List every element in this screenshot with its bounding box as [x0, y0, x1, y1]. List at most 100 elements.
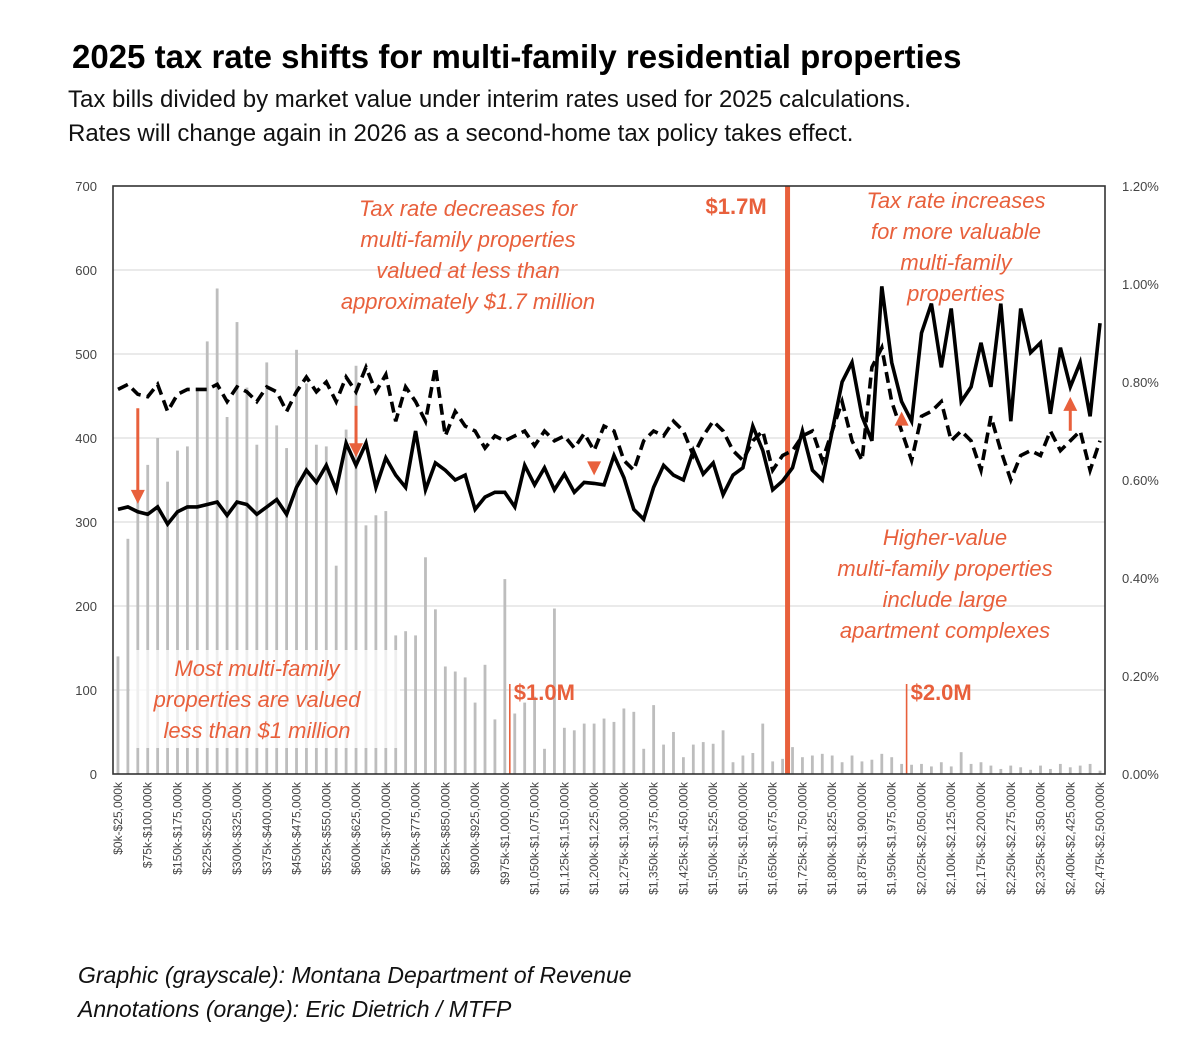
increase-note-line: properties: [906, 281, 1005, 306]
bar: [801, 757, 804, 774]
bar: [662, 744, 665, 774]
annotation-arrows: [130, 396, 1078, 504]
arrow-up-icon: [1063, 396, 1078, 431]
x-tick-label: $900k-$925,000k: [468, 781, 482, 875]
y-right-tick-label: 0.80%: [1122, 375, 1159, 390]
bar: [235, 322, 239, 774]
interim-rate-line: [117, 286, 1102, 528]
bar: [682, 757, 685, 774]
bar: [364, 525, 368, 774]
arrow-head: [894, 411, 909, 426]
bar: [592, 723, 596, 774]
bar: [910, 764, 913, 774]
x-tick-label: $1,800k-$1,825,000k: [825, 781, 839, 895]
bar: [156, 438, 160, 774]
y-right-tick-label: 1.20%: [1122, 179, 1159, 194]
higher-value-note-line: Higher-value: [883, 525, 1007, 550]
plot-frame: [112, 185, 1106, 775]
bar: [453, 671, 457, 774]
bar: [731, 762, 735, 774]
y-right-tick-label: 0.20%: [1122, 669, 1159, 684]
arrow-down-icon: [587, 461, 602, 476]
bar: [781, 758, 784, 774]
reference-label: $2.0M: [911, 680, 972, 705]
bar: [989, 765, 993, 774]
bar: [295, 349, 298, 774]
bar: [275, 425, 279, 774]
decrease-note-line: valued at less than: [376, 258, 559, 283]
x-tick-label: $150k-$175,000k: [170, 781, 184, 875]
bar: [1098, 770, 1102, 774]
arrow-down-icon: [349, 405, 364, 458]
bar: [443, 666, 447, 774]
bar: [285, 448, 288, 774]
x-tick-label: $1,275k-$1,300,000k: [617, 781, 631, 895]
reference-label: $1.7M: [706, 194, 767, 219]
bar: [602, 718, 606, 774]
increase-note-line: Tax rate increases: [867, 188, 1046, 213]
bar: [1009, 765, 1013, 774]
higher-value-note-line: multi-family properties: [837, 556, 1052, 581]
bar: [691, 744, 695, 774]
bar: [225, 417, 229, 774]
bar: [840, 762, 844, 774]
bar: [344, 429, 348, 774]
bar: [255, 444, 259, 774]
bar: [959, 752, 963, 774]
x-tick-label: $75k-$100,000k: [141, 781, 155, 868]
x-tick-label: $300k-$325,000k: [230, 781, 244, 875]
bar: [850, 755, 854, 774]
y-left-tick-label: 600: [75, 263, 97, 278]
x-tick-label: $825k-$850,000k: [438, 781, 452, 875]
arrow-head: [130, 489, 145, 504]
bar: [424, 557, 427, 774]
bar: [434, 609, 437, 774]
bar: [701, 742, 705, 774]
bar: [652, 705, 656, 774]
bar: [513, 713, 517, 774]
x-tick-label: $1,200k-$1,225,000k: [587, 781, 601, 895]
x-tick-label: $600k-$625,000k: [349, 781, 363, 875]
bar: [930, 766, 933, 774]
bar: [533, 696, 536, 774]
bar: [999, 768, 1003, 774]
bar: [751, 753, 755, 774]
bar: [146, 464, 150, 774]
y-right-tick-label: 1.00%: [1122, 277, 1159, 292]
arrow-down-icon: [130, 408, 145, 504]
x-tick-label: $2,475k-$2,500,000k: [1093, 781, 1107, 895]
bar: [810, 755, 814, 774]
x-tick-label: $2,250k-$2,275,000k: [1004, 781, 1018, 895]
arrow-head: [587, 461, 602, 476]
x-tick-label: $2,325k-$2,350,000k: [1034, 781, 1048, 895]
bar: [483, 664, 487, 774]
bar: [791, 747, 794, 774]
bar: [721, 730, 725, 774]
bar: [642, 748, 646, 774]
y-right-tick-label: 0.60%: [1122, 473, 1159, 488]
bar: [186, 446, 189, 774]
x-tick-label: $225k-$250,000k: [200, 781, 214, 875]
arrow-head: [1063, 396, 1078, 411]
y-right-tick-label: 0.00%: [1122, 767, 1159, 782]
x-tick-label: $1,350k-$1,375,000k: [647, 781, 661, 895]
bar: [949, 766, 953, 774]
bar: [195, 387, 199, 774]
bar: [900, 763, 904, 774]
bar: [860, 761, 864, 774]
x-tick-label: $0k-$25,000k: [111, 781, 125, 855]
x-tick-label: $1,875k-$1,900,000k: [855, 781, 869, 895]
bar: [622, 708, 626, 774]
bar: [771, 761, 775, 774]
line-series: [117, 286, 1102, 528]
x-tick-label: $525k-$550,000k: [319, 781, 333, 875]
most-props-note-line: less than $1 million: [163, 718, 350, 743]
bar: [761, 723, 765, 774]
bar: [116, 656, 120, 774]
x-tick-label: $1,650k-$1,675,000k: [766, 781, 780, 895]
arrow-head: [349, 443, 364, 458]
bar: [711, 743, 715, 774]
bar: [404, 631, 408, 774]
prior-rate-line: [117, 342, 1102, 486]
